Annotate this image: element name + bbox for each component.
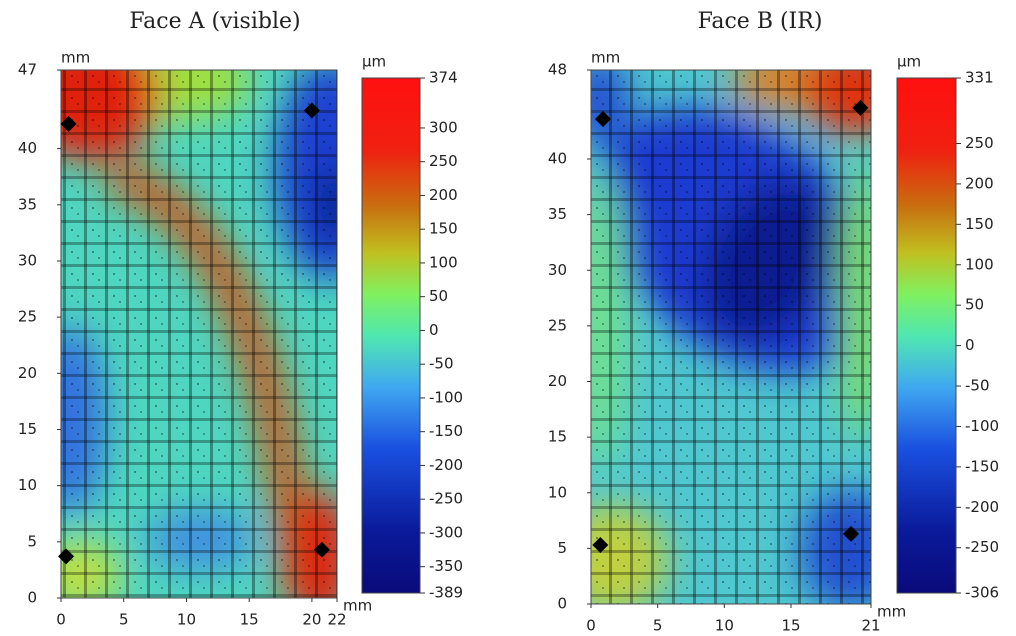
colorbar-tick-label: -200 [429, 456, 463, 474]
colorbar-tick-label: 100 [429, 253, 458, 271]
x-tick-label: 5 [119, 611, 129, 629]
y-tick-label: 15 [18, 420, 37, 438]
colorbar-tick-label: 331 [965, 69, 994, 87]
y-tick-label: 30 [18, 251, 37, 269]
fiducial-marker [303, 102, 320, 119]
chart-title: Face B (IR) [698, 9, 823, 34]
colorbar-tick-label: -200 [965, 498, 999, 516]
colorbar-tick-label: -389 [429, 584, 463, 602]
x-axis-label: mm [877, 603, 906, 621]
colorbar-tick-label: 50 [429, 287, 448, 305]
colorbar-tick-label: -100 [429, 388, 463, 406]
y-tick-label: 0 [557, 595, 567, 613]
y-axis-label: mm [591, 49, 620, 67]
colorbar-tick-label: 150 [429, 220, 458, 238]
colorbar-tick-label: 250 [965, 134, 994, 152]
surface-image [61, 70, 337, 598]
colorbar-tick-label: -250 [429, 490, 463, 508]
y-tick-label: 10 [548, 483, 567, 501]
x-axis-label: mm [343, 597, 372, 615]
y-axis-label: mm [61, 49, 90, 67]
colorbar-tick-label: 0 [965, 336, 975, 354]
colorbar-tick-label: -50 [965, 377, 990, 395]
fiducial-marker [592, 537, 609, 554]
plot-frame [60, 69, 338, 599]
surface-image [591, 70, 871, 604]
colorbar-tick-label: -50 [429, 355, 454, 373]
y-tick-label: 35 [18, 195, 37, 213]
y-tick-label: 0 [27, 589, 37, 607]
y-tick-label: 25 [18, 308, 37, 326]
fiducial-marker [595, 110, 611, 127]
y-tick-label: 15 [548, 428, 567, 446]
colorbar-tick-label: -300 [429, 523, 463, 541]
y-tick-label: 25 [548, 316, 567, 334]
y-tick-label: 48 [548, 61, 567, 79]
fiducial-marker [843, 525, 859, 542]
x-tick-label: 22 [327, 611, 346, 629]
y-tick-label: 20 [18, 364, 37, 382]
colorbar-tick-label: -306 [965, 584, 999, 602]
x-tick-label: 15 [781, 617, 800, 635]
fiducial-marker [852, 99, 869, 116]
colorbar-tick-label: 200 [965, 174, 994, 192]
colorbar-label: µm [897, 53, 921, 71]
colorbar-tick-label: -150 [965, 457, 999, 475]
x-tick-label: 20 [302, 611, 321, 629]
colorbar [896, 77, 957, 594]
colorbar-tick-label: 300 [429, 118, 458, 136]
y-tick-label: 5 [557, 539, 567, 557]
y-tick-label: 5 [27, 532, 37, 550]
fiducial-marker [313, 541, 330, 558]
x-tick-label: 0 [56, 611, 66, 629]
colorbar [361, 77, 421, 594]
colorbar-tick-label: -100 [965, 417, 999, 435]
plot-frame [590, 69, 872, 605]
colorbar-tick-label: 374 [429, 69, 458, 87]
x-tick-label: 0 [586, 617, 596, 635]
colorbar-tick-label: 200 [429, 186, 458, 204]
y-tick-label: 40 [18, 139, 37, 157]
x-tick-label: 21 [861, 617, 880, 635]
fiducial-marker [60, 115, 77, 132]
chart-title: Face A (visible) [129, 9, 300, 34]
colorbar-label: µm [362, 53, 386, 71]
colorbar-tick-label: 100 [965, 255, 994, 273]
colorbar-tick-label: 150 [965, 215, 994, 233]
x-tick-label: 10 [715, 617, 734, 635]
colorbar-tick-label: -250 [965, 538, 999, 556]
colorbar-tick-label: -150 [429, 422, 463, 440]
x-tick-label: 5 [653, 617, 663, 635]
x-tick-label: 15 [240, 611, 259, 629]
y-tick-label: 40 [548, 150, 567, 168]
y-tick-label: 10 [18, 476, 37, 494]
y-tick-label: 35 [548, 205, 567, 223]
y-tick-label: 20 [548, 372, 567, 390]
fiducial-marker [58, 548, 75, 565]
x-tick-label: 10 [177, 611, 196, 629]
y-tick-label: 30 [548, 261, 567, 279]
colorbar-tick-label: -350 [429, 557, 463, 575]
colorbar-tick-label: 250 [429, 152, 458, 170]
y-tick-label: 47 [18, 61, 37, 79]
colorbar-tick-label: 0 [429, 321, 439, 339]
colorbar-tick-label: 50 [965, 296, 984, 314]
